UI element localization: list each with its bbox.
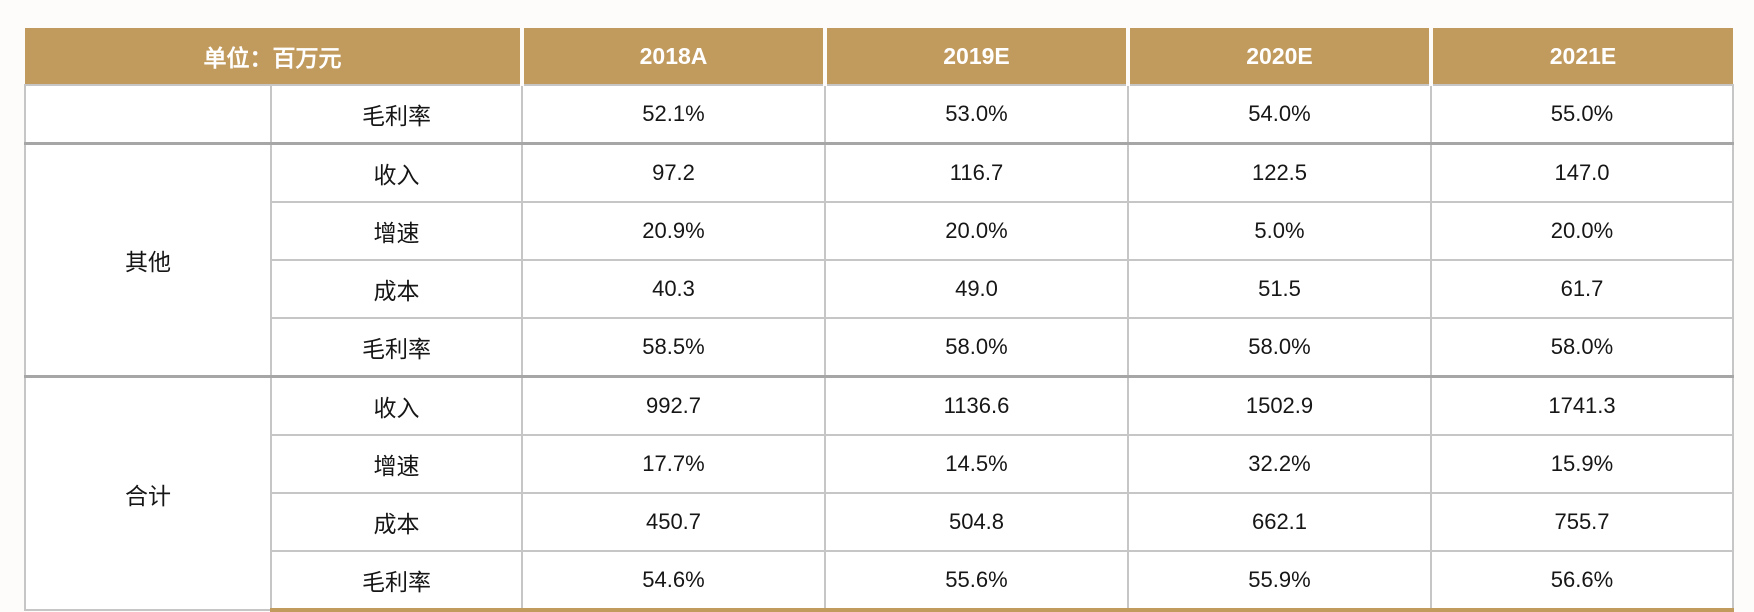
value-cell: 54.6% [521, 550, 826, 612]
value-cell: 992.7 [521, 375, 826, 436]
year-header-2021e: 2021E [1429, 28, 1733, 86]
table-row: 合计 收入 992.7 1136.6 1502.9 1741.3 [24, 375, 1734, 611]
value-cell: 56.6% [1430, 550, 1734, 612]
metric-cell: 成本 [270, 259, 523, 319]
metric-cell: 收入 [270, 142, 523, 203]
group-cell-empty [24, 84, 272, 145]
value-cell: 5.0% [1127, 201, 1432, 261]
value-cell: 15.9% [1430, 434, 1734, 494]
group-cell-other: 其他 [24, 142, 272, 378]
year-header-2018a: 2018A [520, 28, 825, 86]
value-cell: 49.0 [824, 259, 1129, 319]
table-row: 其他 收入 97.2 116.7 122.5 147.0 [24, 142, 1734, 378]
value-cell: 51.5 [1127, 259, 1432, 319]
value-cell: 40.3 [521, 259, 826, 319]
value-cell: 122.5 [1127, 142, 1432, 203]
value-cell: 450.7 [521, 492, 826, 552]
metric-cell: 增速 [270, 434, 523, 494]
year-header-2020e: 2020E [1126, 28, 1431, 86]
value-cell: 20.0% [824, 201, 1129, 261]
metric-cell: 成本 [270, 492, 523, 552]
value-cell: 147.0 [1430, 142, 1734, 203]
metric-cell: 增速 [270, 201, 523, 261]
table-row: 成本 450.7 504.8 662.1 755.7 [25, 492, 1734, 552]
value-cell: 58.0% [1127, 317, 1432, 378]
metric-cell: 毛利率 [270, 550, 523, 612]
value-cell: 53.0% [824, 84, 1129, 145]
value-cell: 17.7% [521, 434, 826, 494]
table-row: 毛利率 54.6% 55.6% 55.9% 56.6% [25, 550, 1734, 612]
value-cell: 54.0% [1127, 84, 1432, 145]
value-cell: 1502.9 [1127, 375, 1432, 436]
value-cell: 32.2% [1127, 434, 1432, 494]
value-cell: 55.0% [1430, 84, 1734, 145]
group-cell-total: 合计 [24, 375, 272, 611]
value-cell: 14.5% [824, 434, 1129, 494]
value-cell: 504.8 [824, 492, 1129, 552]
table-header-row: 单位：百万元 2018A 2019E 2020E 2021E [25, 28, 1733, 86]
value-cell: 97.2 [521, 142, 826, 203]
value-cell: 20.0% [1430, 201, 1734, 261]
metric-cell: 收入 [270, 375, 523, 436]
table-row: 增速 20.9% 20.0% 5.0% 20.0% [25, 201, 1734, 261]
metric-cell: 毛利率 [270, 84, 523, 145]
value-cell: 58.5% [521, 317, 826, 378]
financial-forecast-table: 单位：百万元 2018A 2019E 2020E 2021E 毛利率 52.1%… [24, 28, 1734, 612]
unit-header-cell: 单位：百万元 [25, 28, 522, 86]
metric-cell: 毛利率 [270, 317, 523, 378]
table-row: 增速 17.7% 14.5% 32.2% 15.9% [25, 434, 1734, 494]
table-row: 毛利率 52.1% 53.0% 54.0% 55.0% [24, 84, 1734, 145]
year-header-2019e: 2019E [823, 28, 1128, 86]
value-cell: 52.1% [521, 84, 826, 145]
value-cell: 55.9% [1127, 550, 1432, 612]
value-cell: 20.9% [521, 201, 826, 261]
value-cell: 61.7 [1430, 259, 1734, 319]
table-row: 成本 40.3 49.0 51.5 61.7 [25, 259, 1734, 319]
value-cell: 1136.6 [824, 375, 1129, 436]
value-cell: 662.1 [1127, 492, 1432, 552]
value-cell: 116.7 [824, 142, 1129, 203]
value-cell: 55.6% [824, 550, 1129, 612]
value-cell: 58.0% [824, 317, 1129, 378]
table-row: 毛利率 58.5% 58.0% 58.0% 58.0% [25, 317, 1734, 378]
forecast-table: 单位：百万元 2018A 2019E 2020E 2021E 毛利率 52.1%… [24, 28, 1734, 612]
value-cell: 1741.3 [1430, 375, 1734, 436]
value-cell: 755.7 [1430, 492, 1734, 552]
value-cell: 58.0% [1430, 317, 1734, 378]
